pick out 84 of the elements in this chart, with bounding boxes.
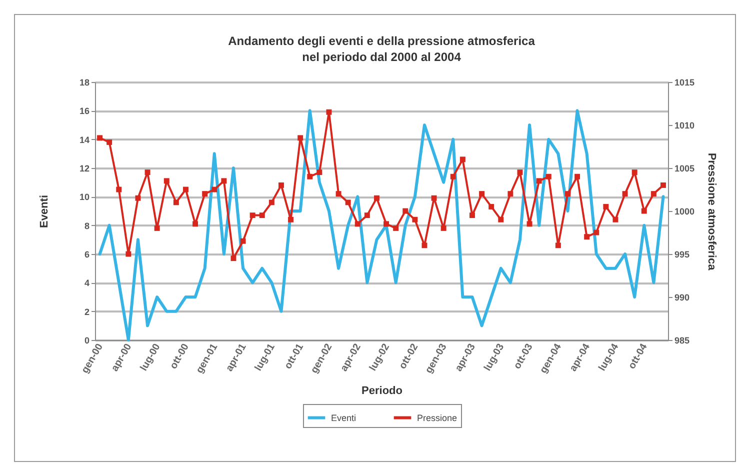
point: [364, 212, 370, 218]
point: [135, 195, 141, 201]
point: [450, 174, 456, 180]
y-tick-label: 16: [79, 106, 90, 116]
point: [212, 186, 218, 192]
point: [144, 170, 150, 176]
point: [354, 221, 360, 227]
point: [584, 234, 590, 240]
point: [230, 256, 236, 262]
point: [517, 170, 523, 176]
point: [660, 182, 666, 188]
point: [154, 225, 160, 231]
point: [106, 139, 112, 145]
point: [508, 191, 514, 197]
point: [393, 225, 399, 231]
point: [594, 230, 600, 236]
y-tick-label: 0: [84, 336, 90, 346]
point: [164, 178, 170, 184]
point: [307, 174, 313, 180]
chart-title: Andamento degli eventi e della pressione atmosferica nel periodo dal 2000 al 2004: [228, 34, 536, 64]
y2-tick-label: 990: [674, 292, 690, 302]
point: [632, 170, 638, 176]
point: [536, 178, 542, 184]
point: [288, 216, 294, 222]
y-tick-label: 2: [84, 306, 90, 317]
point: [278, 182, 284, 188]
x-axis-title: Periodo: [362, 384, 403, 397]
y-tick-label: 8: [84, 220, 90, 231]
point: [202, 191, 208, 197]
point: [498, 216, 504, 222]
y-tick-label: 18: [79, 78, 90, 88]
point: [374, 195, 380, 201]
y2-tick-label: 985: [674, 336, 690, 346]
point: [469, 212, 475, 218]
point: [240, 238, 246, 244]
point: [622, 191, 628, 197]
point: [250, 212, 256, 218]
point: [460, 156, 466, 162]
point: [97, 135, 103, 141]
point: [336, 191, 342, 197]
point: [431, 195, 437, 201]
point: [440, 225, 446, 231]
y2-tick-label: 995: [674, 250, 690, 260]
point: [126, 251, 132, 257]
point: [384, 221, 390, 227]
point: [268, 200, 274, 206]
y2-tick-label: 1000: [674, 206, 695, 216]
point: [574, 174, 580, 180]
point: [221, 178, 227, 184]
y2-axis-title: Pressione atmosferica: [706, 152, 718, 272]
point: [564, 191, 570, 197]
point: [259, 212, 265, 218]
point: [612, 216, 618, 222]
y-tick-label: 14: [79, 134, 90, 145]
point: [402, 208, 408, 214]
point: [603, 204, 609, 210]
y2-tick-label: 1015: [674, 78, 695, 88]
point: [182, 186, 188, 192]
y-tick-label: 4: [84, 278, 90, 288]
point: [526, 221, 532, 227]
y-axis-title: Eventi: [38, 194, 50, 228]
point: [650, 191, 656, 197]
line-series: [98, 109, 665, 342]
point: [641, 208, 647, 214]
point: [192, 221, 198, 227]
legend-label: Eventi: [331, 412, 356, 423]
y-tick-label: 6: [84, 250, 90, 260]
legend-label: Pressione: [417, 412, 458, 423]
point: [479, 191, 485, 197]
point: [555, 242, 561, 248]
y2-tick-label: 1005: [674, 164, 695, 174]
y2-tick-label: 1010: [674, 120, 695, 130]
point: [316, 170, 322, 176]
point: [412, 216, 418, 222]
y-tick-label: 10: [79, 192, 90, 202]
point: [345, 200, 351, 206]
point: [298, 135, 304, 141]
point: [173, 200, 179, 206]
point: [546, 174, 552, 180]
point: [116, 186, 122, 192]
point: [488, 204, 494, 210]
point: [326, 109, 332, 115]
y-tick-label: 12: [79, 164, 90, 174]
point: [422, 242, 428, 248]
